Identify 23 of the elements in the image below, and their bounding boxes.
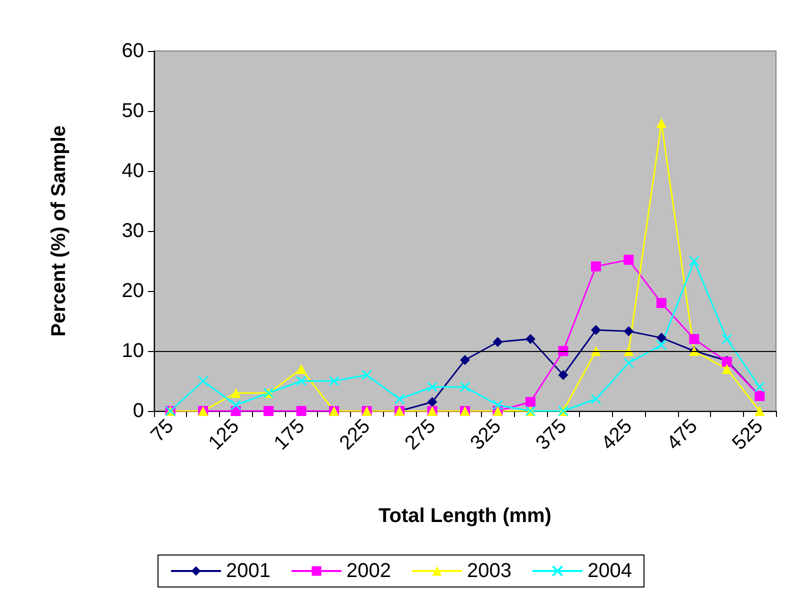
y-tick-label: 20 (122, 280, 144, 302)
legend-label: 2003 (467, 560, 512, 582)
y-tick-label: 40 (122, 160, 144, 182)
x-tick-label: 475 (662, 415, 702, 454)
x-axis-title: Total Length (mm) (378, 505, 552, 527)
legend-label: 2001 (226, 560, 271, 582)
x-tick-label: 275 (400, 415, 440, 454)
x-tick-label: 175 (270, 415, 310, 454)
y-tick-label: 50 (122, 100, 144, 122)
x-tick-label: 375 (532, 415, 571, 454)
x-tick-label: 425 (597, 415, 636, 454)
y-tick-label: 60 (122, 40, 144, 62)
y-tick-label: 0 (132, 400, 144, 422)
x-tick-label: 525 (728, 415, 768, 454)
legend-label: 2004 (587, 560, 632, 582)
legend-label: 2002 (346, 560, 392, 582)
y-tick-label: 10 (122, 340, 144, 362)
x-tick-label: 325 (466, 415, 506, 454)
x-tick-label: 225 (335, 415, 375, 454)
y-axis-title: Percent (%) of Sample (48, 125, 70, 337)
x-tick-label: 125 (204, 415, 244, 454)
x-tick-label: 75 (146, 415, 178, 446)
y-tick-label: 30 (122, 220, 144, 242)
